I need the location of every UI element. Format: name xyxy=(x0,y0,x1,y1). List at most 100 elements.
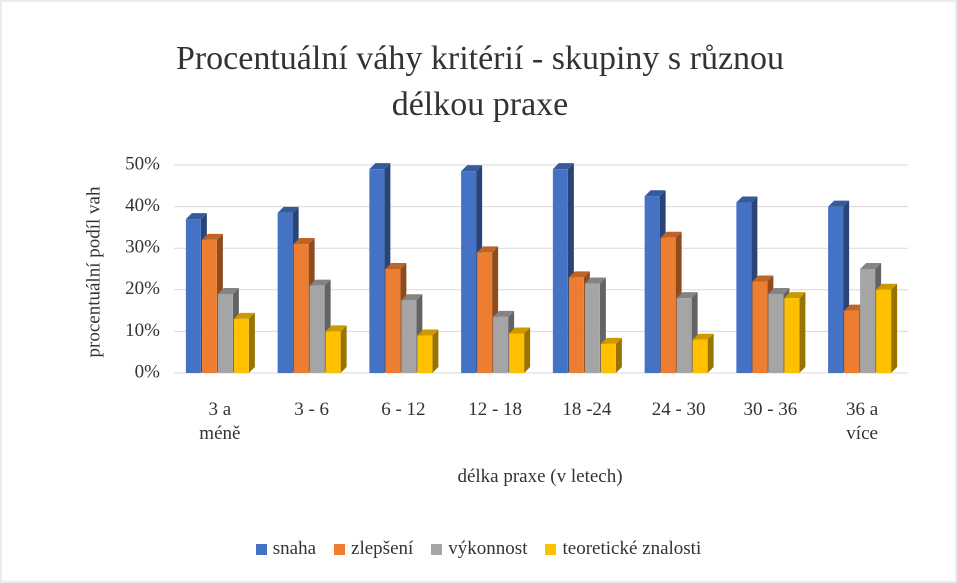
legend-swatch xyxy=(431,543,443,555)
bar-face xyxy=(876,289,892,373)
bar-face xyxy=(600,343,616,373)
bar-face xyxy=(325,325,347,332)
bar-face xyxy=(615,337,622,373)
legend-label: snaha xyxy=(272,538,317,559)
legend-item: zlepšení xyxy=(334,538,413,560)
bar-face xyxy=(584,277,606,284)
bar xyxy=(233,312,255,373)
bar-face xyxy=(509,333,525,373)
bar-face xyxy=(736,196,758,203)
bar xyxy=(417,329,439,373)
bar-face xyxy=(644,190,666,197)
bar-face xyxy=(660,231,682,238)
bar xyxy=(876,283,898,373)
bar-face xyxy=(309,285,325,373)
bar-face xyxy=(432,329,439,373)
bar-face xyxy=(799,292,806,373)
legend-swatch xyxy=(545,543,557,555)
y-tick-label: 50% xyxy=(125,153,160,174)
bar-face xyxy=(185,219,201,373)
legend-item: teoretické znalosti xyxy=(545,538,701,560)
legend-item: snaha xyxy=(255,538,317,560)
bar-face xyxy=(185,213,207,220)
bar-face xyxy=(233,312,255,319)
bar-face xyxy=(493,310,515,317)
legend-swatch xyxy=(255,543,267,555)
bar-face xyxy=(784,298,800,373)
y-tick-label: 10% xyxy=(125,320,160,341)
bar-face xyxy=(568,277,584,373)
bar-face xyxy=(752,281,768,373)
legend-label: teoretické znalosti xyxy=(562,538,702,559)
bar-face xyxy=(876,283,898,290)
bar-face xyxy=(461,171,477,373)
bar-face xyxy=(217,293,233,373)
x-tick-label: 3 - 6 xyxy=(294,399,330,420)
x-tick-label: 3 a méně xyxy=(199,399,241,444)
bar-face xyxy=(524,327,531,373)
x-tick-label: 36 a více xyxy=(846,399,879,444)
bar-face xyxy=(417,335,433,373)
bar-face xyxy=(293,238,315,245)
bar-face xyxy=(325,331,341,373)
x-tick-label: 24 - 30 xyxy=(651,399,706,420)
legend-label: výkonnost xyxy=(448,538,528,559)
bar-face xyxy=(277,206,299,213)
legend-swatch xyxy=(334,543,346,555)
y-tick-label: 0% xyxy=(135,361,161,382)
bar-face xyxy=(736,202,752,373)
bar-face xyxy=(600,337,622,344)
legend-item: výkonnost xyxy=(431,538,527,560)
bar-face xyxy=(385,263,407,269)
bar-face xyxy=(568,271,590,278)
bar xyxy=(600,337,622,373)
bar-face xyxy=(401,294,423,301)
legend-label: zlepšení xyxy=(351,538,414,559)
bar-face xyxy=(891,283,898,373)
bar-face xyxy=(660,237,676,373)
bar-face xyxy=(860,269,876,373)
bar-face xyxy=(752,275,774,282)
bar-face xyxy=(707,333,714,373)
bar-face xyxy=(233,318,249,373)
bar-face xyxy=(644,196,660,373)
x-tick-label: 30 - 36 xyxy=(743,399,798,420)
legend: snaha zlepšení výkonnost teoretické znalost… xyxy=(0,538,957,560)
y-tick-label: 40% xyxy=(125,195,160,216)
y-axis-title: procentuální podíl vah xyxy=(83,186,104,357)
bar-face xyxy=(277,212,293,373)
bar-face xyxy=(784,292,806,299)
bar-face xyxy=(828,206,844,373)
bar-face xyxy=(369,169,385,373)
bar-face xyxy=(676,298,692,373)
bar-face xyxy=(552,163,574,170)
bar-face xyxy=(217,287,239,294)
bar-face xyxy=(768,293,784,373)
bar-face xyxy=(309,279,331,286)
y-tick-label: 30% xyxy=(125,237,160,258)
x-tick-label: 18 -24 xyxy=(562,399,612,420)
bar-face xyxy=(477,246,499,253)
bar-face xyxy=(493,316,509,373)
bar xyxy=(692,333,714,373)
bar xyxy=(784,292,806,373)
bar xyxy=(325,325,347,373)
bar-face xyxy=(201,233,223,240)
bar-face xyxy=(401,300,417,373)
bar-face xyxy=(461,165,483,172)
bar-face xyxy=(417,329,439,336)
bar-face xyxy=(844,310,860,373)
bar-face xyxy=(385,269,401,373)
bar-face xyxy=(369,163,391,170)
bar-face xyxy=(477,252,493,373)
bar-face xyxy=(692,333,714,340)
bar xyxy=(509,327,531,373)
bar-face xyxy=(248,312,255,373)
chart-title: Procentuální váhy kritérií - skupiny s r… xyxy=(175,40,785,123)
x-axis-title: délka praxe (v letech) xyxy=(457,466,623,487)
bar-face xyxy=(340,325,347,373)
bar-face xyxy=(692,339,708,373)
bar-face xyxy=(828,200,850,207)
